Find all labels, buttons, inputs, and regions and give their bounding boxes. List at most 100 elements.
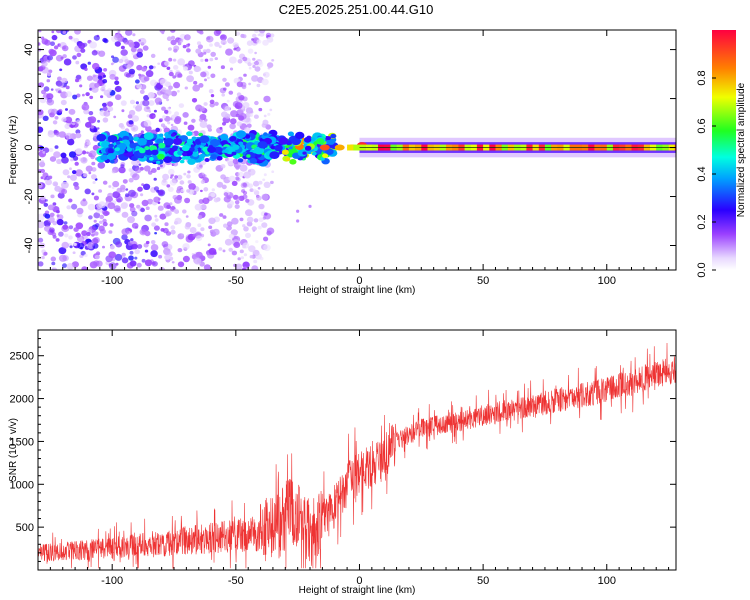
spectrogram-band-point	[187, 158, 196, 165]
spectrogram-noise-point	[214, 101, 219, 106]
spectrogram-noise-point	[64, 123, 71, 130]
spectrogram-noise-point	[109, 73, 116, 80]
spectrogram-noise-point	[120, 202, 128, 209]
spectrogram-y-axis-title: Frequency (Hz)	[8, 116, 19, 185]
spectrogram-band-point	[156, 138, 164, 145]
spectrogram-noise-point	[41, 89, 46, 95]
spectrogram-noise-point	[55, 30, 62, 34]
spectrogram-noise-point	[236, 121, 243, 127]
spectrogram-band-point	[291, 137, 301, 146]
spectrogram-noise-point	[263, 244, 271, 252]
spectrogram-noise-point	[252, 229, 256, 232]
spectrogram-noise-point	[131, 222, 139, 229]
spectrogram-noise-point	[262, 39, 269, 46]
spectrogram-noise-point	[172, 75, 177, 79]
spectrogram-noise-point	[80, 48, 86, 53]
spectrogram-noise-point	[70, 174, 77, 181]
spectrogram-noise-point	[143, 119, 152, 127]
spectrogram-noise-point	[195, 48, 202, 54]
spectrogram-noise-point	[72, 251, 76, 254]
spectrogram-noise-point	[43, 202, 49, 207]
spectrogram-noise-point	[93, 35, 100, 41]
spectrogram-noise-point	[116, 187, 123, 193]
spectrogram-noise-point	[221, 184, 227, 190]
spectrogram-noise-point	[182, 243, 190, 250]
spectrogram-noise-point	[159, 213, 167, 220]
spectrogram-noise-point	[116, 198, 122, 203]
spectrogram-noise-point	[233, 241, 241, 248]
spectrogram-noise-point	[150, 244, 159, 251]
spectrogram-band-point	[186, 138, 193, 144]
spectrogram-noise-point	[259, 256, 264, 261]
spectrogram-noise-point	[114, 80, 120, 85]
spectrogram-noise-point	[142, 45, 149, 51]
spectrogram-noise-point	[51, 30, 55, 34]
spectrogram-noise-point	[254, 30, 259, 34]
spectrogram-noise-point	[62, 169, 70, 176]
spectrogram-noise-point	[194, 203, 203, 211]
spectrogram-isolated-point	[296, 209, 300, 213]
spectrogram-noise-point	[108, 262, 117, 270]
spectrogram-noise-point	[141, 199, 149, 207]
spectrogram-band-point	[285, 157, 291, 162]
spectrogram-noise-point	[107, 202, 116, 210]
spectrogram-band-point	[115, 141, 121, 145]
spectrogram-noise-point	[88, 111, 94, 116]
spectrogram-noise-point	[38, 221, 45, 229]
spectrogram-noise-point	[55, 80, 63, 87]
spectrogram-noise-point	[164, 61, 170, 66]
spectrogram-noise-point	[159, 30, 166, 33]
spectrogram-noise-point	[263, 173, 267, 177]
spectrogram-band-point	[316, 138, 325, 145]
spectrogram-noise-point	[235, 263, 243, 270]
spectrogram-noise-point	[102, 117, 109, 123]
spectrogram-noise-point	[94, 82, 100, 88]
spectrogram-noise-point	[220, 39, 227, 45]
spectrogram-noise-point	[58, 108, 63, 113]
spectrogram-band-point	[237, 158, 244, 163]
spectrogram-noise-point	[240, 182, 248, 189]
spectrogram-noise-point	[166, 107, 171, 111]
spectrogram-noise-point	[138, 73, 142, 77]
spectrogram-noise-point	[109, 245, 115, 250]
spectrogram-noise-point	[128, 189, 136, 197]
spectrogram-noise-point	[76, 52, 82, 58]
spectrogram-noise-point	[250, 110, 254, 114]
spectrogram-noise-point	[61, 188, 68, 195]
spectrogram-noise-point	[75, 74, 82, 80]
spectrogram-noise-point	[270, 180, 274, 185]
spectrogram-noise-point	[88, 215, 93, 220]
spectrogram-noise-point	[178, 38, 184, 43]
spectrogram-peak	[319, 144, 330, 151]
spectrogram-band-point	[270, 145, 276, 150]
spectrogram-noise-point	[86, 231, 91, 237]
spectrogram-noise-point	[204, 58, 209, 62]
spectrogram-noise-point	[253, 114, 259, 119]
spectrogram-band-point	[170, 155, 180, 163]
spectrogram-noise-point	[191, 118, 196, 123]
spectrogram-noise-point	[103, 38, 109, 44]
spectrogram-noise-point	[43, 251, 48, 256]
spectrogram-noise-point	[238, 115, 245, 121]
spectrogram-panel: -100 -50 0 50 100 -40 -20 0 20 40 Height of strai…	[8, 29, 677, 296]
spectrogram-noise-point	[98, 50, 106, 57]
spectrogram-band-point	[238, 141, 244, 146]
spectrogram-noise-point	[177, 248, 183, 253]
spectrogram-noise-point	[62, 30, 67, 34]
spectrogram-noise-point	[158, 119, 163, 123]
spectrogram-noise-point	[239, 249, 244, 254]
spectrogram-noise-point	[57, 76, 62, 81]
snr-x-tick-label: 0	[356, 575, 362, 587]
spectrogram-noise-point	[125, 193, 130, 198]
spectrogram-noise-point	[262, 119, 268, 125]
spectrogram-noise-point	[248, 82, 252, 86]
spectrogram-noise-point	[52, 120, 58, 125]
spectrogram-noise-point	[128, 120, 134, 125]
spectrogram-noise-point	[57, 192, 65, 199]
spectrogram-noise-point	[88, 150, 97, 158]
spectrogram-noise-point	[213, 197, 219, 203]
spectrogram-noise-point	[186, 189, 191, 193]
spectrogram-noise-point	[47, 130, 54, 135]
spectrogram-noise-point	[61, 45, 69, 52]
spectrogram-noise-point	[118, 166, 126, 174]
